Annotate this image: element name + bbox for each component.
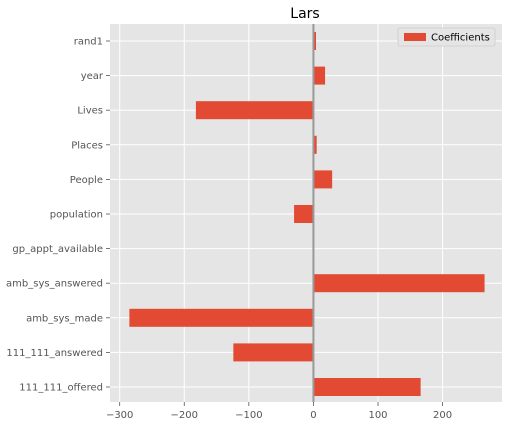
bar-people	[313, 170, 333, 189]
y-tick-label: year	[81, 71, 104, 82]
x-tick-label: −100	[235, 410, 262, 421]
bars	[129, 32, 485, 396]
chart-title: Lars	[290, 6, 319, 22]
legend-swatch	[404, 33, 426, 41]
bar-amb-sys-answered	[313, 274, 485, 293]
bar-amb-sys-made	[129, 308, 314, 327]
legend: Coefficients	[397, 27, 496, 47]
x-tick-label: −300	[106, 410, 133, 421]
y-tick-label: gp_appt_available	[12, 244, 103, 255]
bar-lives	[195, 101, 314, 120]
y-tick-label: amb_sys_answered	[6, 279, 103, 290]
x-tick-label: 0	[310, 410, 316, 421]
bar-year	[313, 66, 326, 85]
x-tick-labels: −300 −200 −100 0 100 200	[106, 402, 452, 421]
bar-111-111-offered	[313, 378, 421, 396]
y-tick-label: 111_111_offered	[19, 383, 103, 394]
y-tick-label: Lives	[77, 106, 103, 117]
y-tick-label: 111_111_answered	[6, 348, 103, 359]
y-tick-labels: rand1 year Lives Places People population gp_a…	[6, 37, 110, 394]
y-tick-label: Places	[71, 140, 103, 151]
legend-box	[397, 27, 496, 47]
y-tick-label: People	[70, 175, 103, 186]
bar-111-111-answered	[233, 343, 314, 362]
y-tick-label: population	[50, 210, 103, 221]
bar-rand1	[313, 32, 317, 50]
x-tick-label: −200	[171, 410, 198, 421]
legend-label: Coefficients	[431, 33, 490, 44]
bar-population	[294, 205, 314, 223]
bar-places	[313, 135, 317, 154]
y-tick-label: rand1	[74, 37, 103, 48]
x-tick-label: 100	[368, 410, 387, 421]
x-tick-label: 200	[433, 410, 452, 421]
y-tick-label: amb_sys_made	[26, 313, 103, 324]
